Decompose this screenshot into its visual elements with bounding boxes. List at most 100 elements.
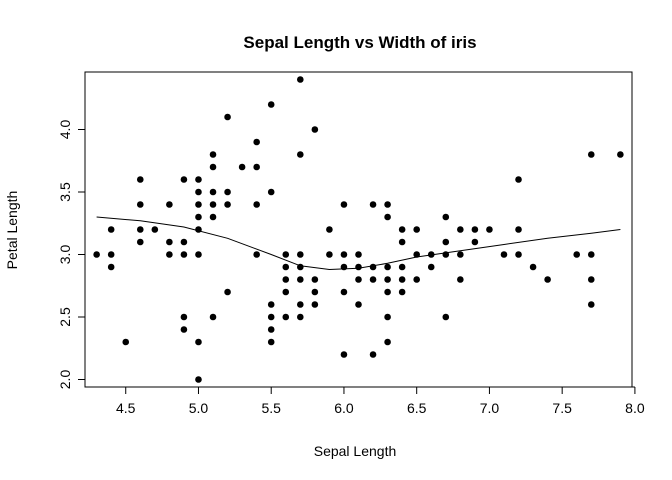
- data-point: [297, 76, 304, 83]
- data-point: [340, 288, 348, 296]
- data-point: [442, 238, 450, 246]
- data-point: [195, 226, 202, 233]
- data-point: [297, 263, 304, 271]
- data-point: [166, 251, 173, 258]
- data-point: [297, 151, 304, 158]
- data-point: [311, 288, 319, 296]
- data-point: [427, 263, 435, 271]
- data-point: [515, 251, 522, 258]
- data-point: [297, 251, 304, 258]
- data-point: [457, 276, 464, 283]
- data-point: [253, 138, 260, 146]
- x-tick-label: 8.0: [625, 400, 645, 416]
- y-axis-label: Petal Length: [4, 191, 20, 270]
- data-point: [617, 151, 624, 158]
- y-axis: 2.0 2.5 3.0 3.5 4.0: [57, 120, 86, 389]
- data-point: [209, 151, 217, 158]
- data-point: [209, 163, 217, 171]
- chart-title: Sepal Length vs Width of iris: [243, 33, 476, 52]
- x-tick-label: 7.5: [552, 400, 572, 416]
- data-point: [471, 238, 479, 246]
- data-point: [267, 301, 275, 308]
- x-tick-label: 6.0: [334, 400, 354, 416]
- x-axis-label: Sepal Length: [314, 443, 397, 459]
- data-point: [93, 251, 100, 258]
- y-tick-label: 3.5: [57, 182, 73, 202]
- data-point: [282, 276, 290, 283]
- data-point: [515, 176, 522, 183]
- points-layer: [93, 76, 624, 383]
- data-point: [107, 263, 115, 271]
- data-point: [180, 251, 188, 258]
- data-point: [355, 251, 362, 258]
- data-point: [166, 238, 173, 246]
- data-point: [238, 163, 246, 171]
- data-point: [384, 263, 391, 271]
- data-point: [587, 276, 595, 283]
- data-point: [457, 226, 464, 233]
- x-tick-label: 7.0: [480, 400, 500, 416]
- data-point: [529, 263, 537, 271]
- data-point: [151, 226, 159, 233]
- smooth-line-layer: [96, 216, 621, 271]
- data-point: [267, 313, 275, 321]
- data-point: [427, 251, 435, 258]
- data-point: [544, 276, 551, 283]
- data-point: [384, 288, 391, 296]
- data-point: [136, 226, 144, 233]
- data-point: [384, 213, 391, 221]
- data-point: [282, 263, 290, 271]
- data-point: [282, 251, 290, 258]
- x-tick-label: 5.5: [261, 400, 281, 416]
- data-point: [355, 263, 362, 271]
- data-point: [515, 226, 522, 233]
- data-point: [442, 251, 450, 258]
- data-point: [195, 338, 202, 346]
- data-point: [195, 176, 202, 183]
- data-point: [209, 213, 217, 221]
- data-point: [297, 276, 304, 283]
- data-point: [311, 301, 319, 308]
- data-point: [457, 251, 464, 258]
- data-point: [267, 188, 275, 196]
- data-point: [122, 338, 130, 346]
- data-point: [326, 226, 333, 233]
- data-point: [398, 263, 406, 271]
- x-tick-label: 6.5: [407, 400, 427, 416]
- y-tick-label: 2.5: [57, 307, 73, 327]
- data-point: [209, 188, 217, 196]
- data-point: [209, 201, 217, 208]
- data-point: [355, 276, 362, 283]
- data-point: [384, 276, 391, 283]
- data-point: [398, 288, 406, 296]
- data-point: [180, 326, 188, 333]
- data-point: [340, 201, 348, 208]
- data-point: [311, 276, 319, 283]
- data-point: [384, 201, 391, 208]
- data-point: [413, 226, 420, 233]
- data-point: [340, 351, 348, 358]
- data-point: [340, 251, 348, 258]
- data-point: [413, 276, 420, 283]
- data-point: [311, 126, 319, 133]
- data-point: [355, 301, 362, 308]
- data-point: [195, 201, 202, 208]
- data-point: [442, 213, 450, 221]
- data-point: [369, 351, 377, 358]
- x-axis: 4.5 5.0 5.5 6.0 6.5 7.0 7.5 8.0: [116, 386, 645, 416]
- x-tick-label: 4.5: [116, 400, 136, 416]
- data-point: [136, 176, 144, 183]
- data-point: [224, 201, 231, 208]
- data-point: [267, 326, 275, 333]
- data-point: [500, 251, 508, 258]
- data-point: [369, 276, 377, 283]
- data-point: [587, 301, 595, 308]
- data-point: [195, 188, 202, 196]
- data-point: [253, 201, 260, 208]
- data-point: [136, 238, 144, 246]
- data-point: [195, 376, 202, 383]
- data-point: [224, 113, 231, 121]
- data-point: [136, 201, 144, 208]
- data-point: [180, 313, 188, 321]
- data-point: [297, 301, 304, 308]
